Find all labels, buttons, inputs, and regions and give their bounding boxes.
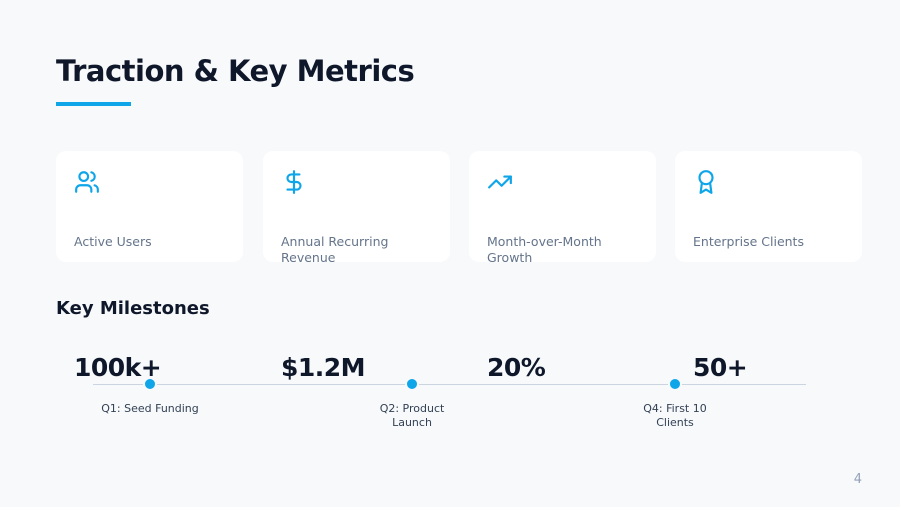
timeline-line [93, 384, 806, 385]
metric-label: Month-over-Month Growth [487, 234, 602, 265]
trending-up-icon [488, 175, 512, 189]
metric-value: 50+ [693, 353, 748, 382]
page-number: 4 [853, 472, 862, 487]
milestone-label: Q4: First 10 Clients [643, 402, 707, 429]
metric-card-clients: 50+ Enterprise Clients [675, 151, 862, 382]
milestone-dot [405, 377, 419, 391]
milestone-label: Q2: Product Launch [379, 402, 445, 429]
metric-label: Enterprise Clients [693, 234, 804, 249]
page-title: Traction & Key Metrics [56, 54, 415, 88]
metric-card-revenue: $1.2M Annual Recurring Revenue [263, 151, 450, 382]
metric-label: Annual Recurring Revenue [281, 234, 389, 265]
milestone-label: Q1: Seed Funding [101, 402, 199, 415]
title-underline [56, 102, 131, 106]
metric-value: 20% [487, 353, 546, 382]
users-icon [75, 171, 99, 193]
dollar-icon [286, 170, 302, 194]
metric-card-growth: 20% Month-over-Month Growth [469, 151, 656, 382]
milestone-dot [143, 377, 157, 391]
metric-value: $1.2M [281, 353, 366, 382]
metric-card-users: 100k+ Active Users [56, 151, 243, 382]
award-icon [698, 170, 714, 194]
milestones-heading: Key Milestones [56, 298, 210, 319]
milestone-dot [668, 377, 682, 391]
metric-label: Active Users [74, 234, 152, 249]
